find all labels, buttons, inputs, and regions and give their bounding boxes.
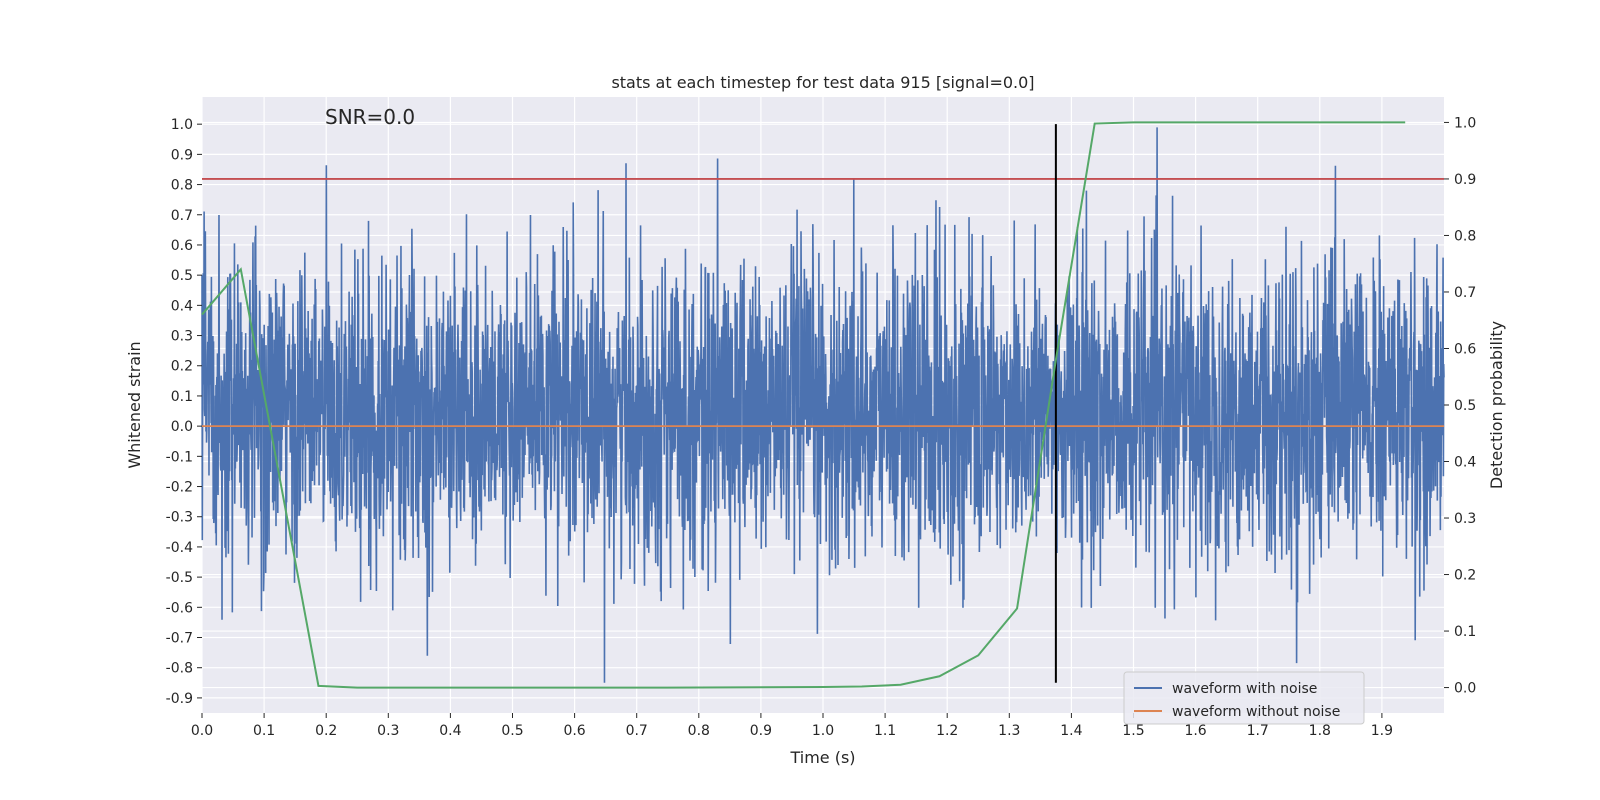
- x-tick-label: 0.3: [377, 723, 399, 739]
- x-tick-label: 1.5: [1122, 723, 1144, 739]
- y2-tick-label: 0.2: [1454, 568, 1476, 584]
- y-tick-label: -0.9: [166, 691, 193, 707]
- y-tick-label: 0.6: [171, 238, 193, 254]
- legend-box: [1123, 671, 1365, 725]
- x-tick-label: 1.7: [1247, 723, 1269, 739]
- y-tick-label: 0.3: [171, 329, 193, 345]
- y2-tick-label: 0.3: [1454, 511, 1476, 527]
- x-tick-label: 0.5: [501, 723, 523, 739]
- y2-tick-label: 0.0: [1454, 681, 1476, 697]
- x-tick-label: 0.8: [688, 723, 710, 739]
- y2-tick-label: 0.4: [1454, 455, 1476, 471]
- legend-label: waveform without noise: [1172, 704, 1340, 720]
- snr-annotation: SNR=0.0: [325, 105, 415, 129]
- x-tick-label: 0.1: [253, 723, 275, 739]
- axes: 0.0 0.1 0.2 0.3 0.4 0.5 0.6 0.7 0.8 0.9 1.0 1.1 1.2 1…: [166, 115, 1477, 739]
- x-tick-label: 1.6: [1184, 723, 1206, 739]
- x-tick-label: 1.3: [998, 723, 1020, 739]
- series-layer: [201, 121, 1445, 689]
- y2-tick-label: 1.0: [1454, 115, 1476, 131]
- y-tick-label: -0.8: [166, 661, 193, 677]
- y2-tick-label: 0.1: [1454, 624, 1476, 640]
- y-tick-label: -0.6: [166, 600, 193, 616]
- x-tick-label: 0.4: [439, 723, 461, 739]
- y2-tick-label: 0.5: [1454, 398, 1476, 414]
- y-tick-label: -0.2: [166, 480, 193, 496]
- x-tick-label: 1.4: [1060, 723, 1082, 739]
- y-tick-label: 0.7: [171, 208, 193, 224]
- x-tick-label: 0.9: [750, 723, 772, 739]
- x-tick-label: 0.6: [563, 723, 585, 739]
- y-tick-label: 0.0: [171, 419, 193, 435]
- x-tick-label: 0.7: [626, 723, 648, 739]
- series-waveform-with-noise: [201, 127, 1445, 683]
- x-tick-label: 0.0: [191, 723, 213, 739]
- y2-tick-label: 0.8: [1454, 228, 1476, 244]
- chart-title: stats at each timestep for test data 915…: [611, 73, 1034, 92]
- y-tick-label: 0.1: [171, 389, 193, 405]
- y-tick-label: 0.9: [171, 147, 193, 163]
- x-tick-label: 1.0: [812, 723, 834, 739]
- y-tick-label: -0.5: [166, 570, 193, 586]
- y-tick-label: -0.7: [166, 631, 193, 647]
- x-tick-label: 1.9: [1371, 723, 1393, 739]
- y-tick-label: 0.5: [171, 268, 193, 284]
- y-tick-label: 0.2: [171, 359, 193, 375]
- y2-tick-label: 0.7: [1454, 285, 1476, 301]
- y-tick-label: 1.0: [171, 117, 193, 133]
- y-axis-label: Whitened strain: [125, 341, 144, 468]
- x-tick-label: 0.2: [315, 723, 337, 739]
- y-tick-label: 0.4: [171, 298, 193, 314]
- y2-axis-label: Detection probability: [1487, 321, 1506, 489]
- y-tick-label: -0.1: [166, 449, 193, 465]
- x-axis-label: Time (s): [789, 748, 855, 767]
- series-detection-probability: [201, 121, 1406, 689]
- legend-label: waveform with noise: [1172, 681, 1317, 697]
- y2-tick-label: 0.6: [1454, 341, 1476, 357]
- y2-tick-label: 0.9: [1454, 172, 1476, 188]
- x-tick-label: 1.8: [1309, 723, 1331, 739]
- legend: waveform with noise waveform without nois…: [1123, 671, 1365, 725]
- y-tick-label: -0.3: [166, 510, 193, 526]
- y-tick-label: -0.4: [166, 540, 193, 556]
- y-tick-label: 0.8: [171, 178, 193, 194]
- x-tick-label: 1.1: [874, 723, 896, 739]
- x-tick-label: 1.2: [936, 723, 958, 739]
